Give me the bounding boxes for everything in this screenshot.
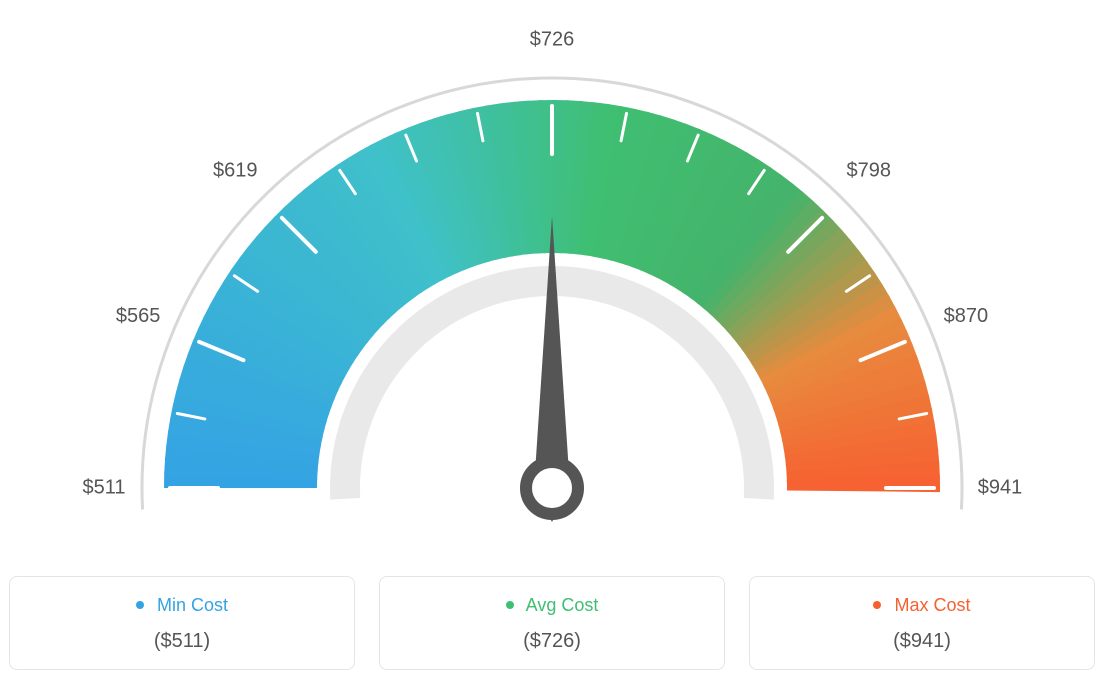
max-cost-value: ($941)	[762, 630, 1082, 653]
gauge-container: $511 $565 $619 $726 $798 $870 $941	[0, 0, 1104, 568]
min-cost-card: Min Cost ($511)	[9, 576, 355, 670]
max-cost-title: Max Cost	[762, 595, 1082, 616]
avg-cost-card: Avg Cost ($726)	[379, 576, 725, 670]
min-cost-value: ($511)	[22, 630, 342, 653]
gauge-tick-label: $870	[944, 305, 989, 327]
gauge-tick-label: $941	[978, 476, 1023, 498]
gauge-tick-label: $511	[82, 476, 125, 498]
legend-row: Min Cost ($511) Avg Cost ($726) Max Cost…	[0, 576, 1104, 670]
avg-cost-label: Avg Cost	[526, 595, 599, 615]
gauge-tick-label: $798	[847, 159, 892, 181]
gauge-tick-label: $726	[530, 28, 575, 50]
max-cost-card: Max Cost ($941)	[749, 576, 1095, 670]
avg-cost-title: Avg Cost	[392, 595, 712, 616]
min-cost-title: Min Cost	[22, 595, 342, 616]
max-cost-dot-icon	[873, 601, 881, 609]
gauge-tick-label: $619	[213, 159, 258, 181]
avg-cost-dot-icon	[506, 601, 514, 609]
gauge-needle-hub	[526, 462, 578, 514]
gauge-chart: $511 $565 $619 $726 $798 $870 $941	[22, 8, 1082, 568]
avg-cost-value: ($726)	[392, 630, 712, 653]
min-cost-dot-icon	[136, 601, 144, 609]
min-cost-label: Min Cost	[157, 595, 228, 615]
max-cost-label: Max Cost	[894, 595, 970, 615]
gauge-tick-label: $565	[116, 305, 161, 327]
